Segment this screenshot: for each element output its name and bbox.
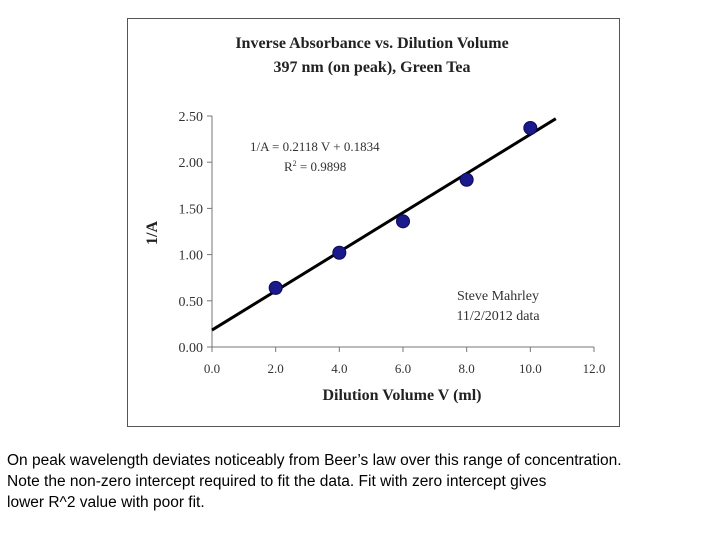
y-tick-label: 0.00 <box>179 341 204 356</box>
y-tick-label: 1.00 <box>179 249 204 264</box>
x-tick-label: 0.0 <box>204 361 220 376</box>
y-tick-label: 1.50 <box>179 202 204 217</box>
y-tick-label: 2.50 <box>179 110 204 125</box>
x-tick-label: 4.0 <box>331 361 347 376</box>
trendline-equation: 1/A = 0.2118 V + 0.1834 <box>250 139 380 154</box>
data-point <box>332 245 347 260</box>
r-squared-superscript: 2 <box>293 159 297 168</box>
trendline-group <box>211 117 557 332</box>
chart-title: Inverse Absorbance vs. Dilution Volume <box>235 35 508 52</box>
caption-line-3: lower R^2 value with poor fit. <box>7 494 205 511</box>
r-squared-value: = 0.9898 <box>297 159 347 174</box>
data-point <box>268 280 283 295</box>
data-point <box>396 214 410 229</box>
data-point <box>523 121 538 136</box>
x-tick-label: 8.0 <box>459 361 475 376</box>
annotation-date: 11/2/2012 data <box>456 309 540 324</box>
data-point <box>459 172 474 187</box>
chart-frame <box>127 18 620 427</box>
trendline <box>211 117 557 332</box>
y-axis-label: 1/A <box>144 221 161 245</box>
r-squared-label: R2 = 0.9898 <box>284 159 346 174</box>
data-points <box>268 121 538 295</box>
axes: 0.00 0.50 1.00 1.50 2.00 2.50 0.0 2.0 4.0 6.0 8.0 1… <box>179 110 606 376</box>
x-tick-label: 6.0 <box>395 361 411 376</box>
caption-line-1: On peak wavelength deviates noticeably f… <box>7 452 622 469</box>
caption: On peak wavelength deviates noticeably f… <box>7 450 719 513</box>
caption-line-2: Note the non-zero intercept required to … <box>7 473 547 490</box>
y-tick-label: 2.00 <box>179 156 204 171</box>
x-tick-label: 2.0 <box>268 361 284 376</box>
r-squared-r: R <box>284 159 293 174</box>
y-tick-label: 0.50 <box>179 295 204 310</box>
chart-svg: Inverse Absorbance vs. Dilution Volume 3… <box>144 35 606 404</box>
annotation-author: Steve Mahrley <box>457 289 539 304</box>
x-axis-label: Dilution Volume V (ml) <box>323 387 482 404</box>
x-tick-label: 12.0 <box>583 361 606 376</box>
chart-subtitle: 397 nm (on peak), Green Tea <box>273 59 470 76</box>
x-tick-label: 10.0 <box>519 361 542 376</box>
